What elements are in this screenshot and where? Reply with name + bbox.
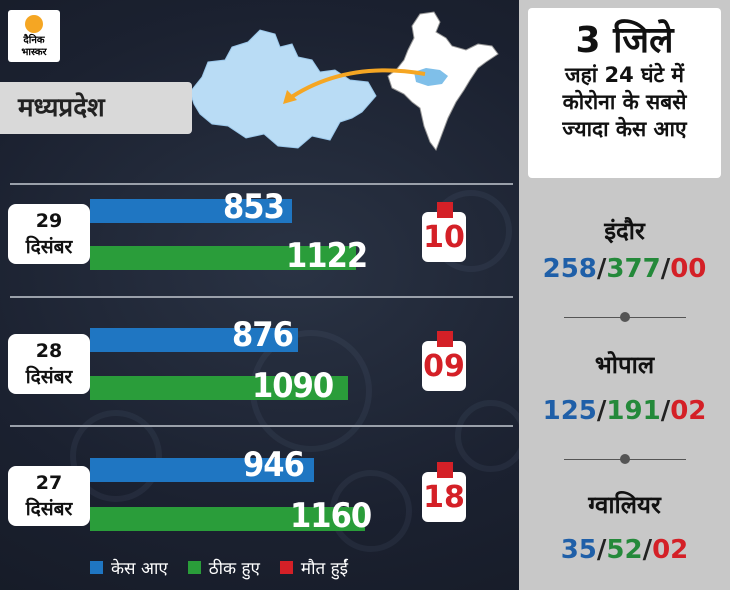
deaths-marker — [437, 462, 453, 478]
logo-line2: भास्कर — [21, 47, 47, 58]
arrow-icon — [283, 68, 426, 104]
deaths-value: 09 — [423, 349, 465, 384]
city-stats: 35/52/02 — [519, 535, 730, 565]
date-box: 28 दिसंबर — [8, 334, 90, 394]
legend-swatch — [187, 560, 201, 574]
city-cases: 35 — [560, 535, 597, 565]
madhya-pradesh-map — [189, 29, 377, 149]
slash: / — [660, 254, 671, 284]
cases-value: 946 — [243, 445, 305, 485]
city-recovered: 191 — [606, 396, 661, 426]
city-name: भोपाल — [594, 351, 655, 379]
panel-subheading-line: कोरोना के सबसे — [562, 90, 687, 114]
sun-icon — [25, 15, 43, 33]
deaths-value: 10 — [423, 220, 465, 255]
deaths-box: 10 — [422, 202, 466, 262]
legend-label: मौत हुईं — [300, 558, 348, 579]
state-label: मध्यप्रदेश — [0, 82, 192, 134]
cases-bar — [90, 458, 314, 482]
legend-item: मौत हुईं — [279, 556, 348, 579]
legend-label: केस आए — [111, 558, 168, 579]
slash: / — [642, 535, 653, 565]
city-name: इंदौर — [604, 217, 645, 245]
cases-value: 853 — [223, 187, 285, 227]
legend-item: केस आए — [90, 556, 168, 579]
deaths-marker — [437, 331, 453, 347]
date-month: दिसंबर — [25, 236, 73, 258]
deaths-box: 09 — [422, 331, 466, 391]
slash: / — [660, 396, 671, 426]
legend-swatch — [279, 560, 293, 574]
recovered-value: 1090 — [252, 366, 334, 406]
panel-heading: 3 जिले — [575, 20, 674, 61]
panel-subheading-line: ज्यादा केस आए — [562, 117, 687, 141]
panel-subheading-line: जहां 24 घंटे में — [565, 63, 684, 87]
panel-heading-box: 3 जिले जहां 24 घंटे में कोरोना के सबसे ज… — [528, 8, 721, 178]
legend-item: ठीक हुए — [187, 556, 260, 579]
virus-decoration — [455, 400, 527, 472]
date-day: 27 — [35, 472, 63, 494]
date-box: 29 दिसंबर — [8, 204, 90, 264]
logo-line1: दैनिक — [23, 35, 45, 46]
city-cases: 125 — [542, 396, 597, 426]
recovered-bar — [90, 507, 365, 531]
city-recovered: 377 — [606, 254, 661, 284]
date-month: दिसंबर — [25, 498, 73, 520]
city-deaths: 00 — [670, 254, 707, 284]
slash: / — [596, 396, 607, 426]
legend: केस आए ठीक हुए मौत हुईं — [90, 555, 368, 579]
city-stats: 258/377/00 — [519, 254, 730, 284]
row-divider — [10, 296, 513, 298]
row-divider — [10, 425, 513, 427]
city-deaths: 02 — [670, 396, 707, 426]
slash: / — [596, 254, 607, 284]
recovered-value: 1122 — [286, 236, 368, 276]
deaths-box: 18 — [422, 462, 466, 522]
district-panel: 3 जिले जहां 24 घंटे में कोरोना के सबसे ज… — [519, 0, 730, 590]
city-cases: 258 — [542, 254, 597, 284]
city-name: ग्वालियर — [588, 491, 661, 519]
date-month: दिसंबर — [25, 366, 73, 388]
cases-bar — [90, 328, 298, 352]
deaths-value: 18 — [423, 480, 465, 515]
city-recovered: 52 — [606, 535, 643, 565]
recovered-value: 1160 — [290, 496, 372, 536]
recovered-bar — [90, 246, 356, 270]
legend-label: ठीक हुए — [208, 558, 260, 579]
divider-dot — [620, 454, 630, 464]
slash: / — [596, 535, 607, 565]
date-day: 28 — [35, 340, 63, 362]
recovered-bar — [90, 376, 348, 400]
dainik-bhaskar-logo: दैनिक भास्कर — [8, 10, 60, 62]
city-deaths: 02 — [652, 535, 689, 565]
date-box: 27 दिसंबर — [8, 466, 90, 526]
divider-dot — [620, 312, 630, 322]
city-stats: 125/191/02 — [519, 396, 730, 426]
row-divider — [10, 183, 513, 185]
virus-decoration — [70, 410, 162, 502]
deaths-marker — [437, 202, 453, 218]
date-day: 29 — [35, 210, 63, 232]
cases-value: 876 — [232, 315, 294, 355]
cases-bar — [90, 199, 292, 223]
legend-swatch — [90, 560, 103, 574]
